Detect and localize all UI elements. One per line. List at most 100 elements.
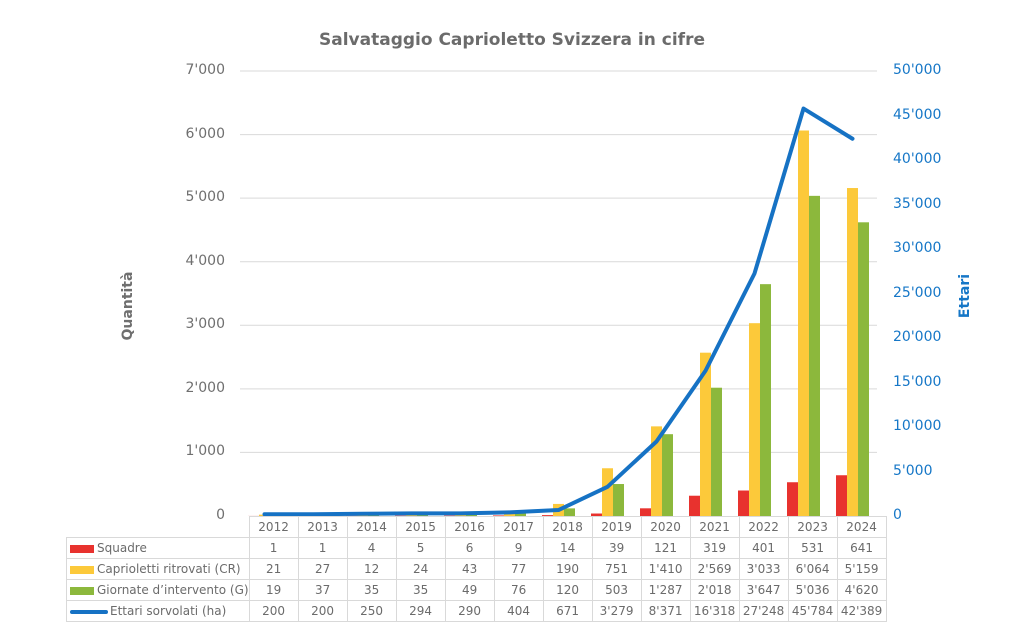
bar	[847, 188, 858, 516]
legend-swatch-icon	[70, 544, 94, 553]
bar	[640, 508, 651, 516]
category-label: 2012	[248, 516, 299, 538]
category-label: 2017	[493, 516, 544, 538]
table-cell: 19	[248, 579, 299, 601]
table-cell: 12	[346, 558, 397, 580]
right-tick-label: 20'000	[893, 329, 942, 345]
legend-label: Giornate d’intervento (G)	[97, 583, 249, 597]
table-cell: 16'318	[689, 600, 740, 622]
table-cell: 641	[836, 537, 887, 559]
bar	[749, 323, 760, 516]
table-cell: 250	[346, 600, 397, 622]
table-cell: 4'620	[836, 579, 887, 601]
table-cell: 39	[591, 537, 642, 559]
bar	[787, 482, 798, 516]
left-tick-label: 3'000	[185, 316, 225, 333]
legend-swatch-icon	[70, 586, 94, 595]
bar	[760, 284, 771, 516]
left-tick-label: 4'000	[185, 252, 225, 269]
left-tick-label: 6'000	[185, 125, 225, 142]
right-tick-label: 0	[893, 507, 902, 523]
category-label: 2019	[591, 516, 642, 538]
table-cell: 671	[542, 600, 593, 622]
table-cell: 121	[640, 537, 691, 559]
left-tick-label: 1'000	[185, 443, 225, 460]
table-cell: 6	[444, 537, 495, 559]
left-tick-label: 2'000	[185, 379, 225, 396]
category-label: 2021	[689, 516, 740, 538]
data-table: 2012 2013 2014 2015 2016 2017 2018 2019 2020 2021…	[66, 516, 887, 622]
table-cell: 42'389	[836, 600, 887, 622]
legend-swatch-icon	[70, 565, 94, 574]
table-cell: 290	[444, 600, 495, 622]
table-cell: 200	[248, 600, 299, 622]
table-cell: 27'248	[738, 600, 789, 622]
table-cell: 27	[297, 558, 348, 580]
table-cell: 14	[542, 537, 593, 559]
category-label: 2018	[542, 516, 593, 538]
bar	[809, 195, 820, 516]
table-cell: 3'033	[738, 558, 789, 580]
category-label: 2014	[346, 516, 397, 538]
bar	[700, 352, 711, 516]
bar	[836, 475, 847, 516]
table-row: Giornate d’intervento (G) 19 37 35 35 49 76 120…	[66, 579, 887, 601]
table-cell: 751	[591, 558, 642, 580]
table-cell: 21	[248, 558, 299, 580]
left-tick-label: 0	[216, 507, 225, 523]
table-cell: 2'569	[689, 558, 740, 580]
table-cell: 503	[591, 579, 642, 601]
table-cell: 120	[542, 579, 593, 601]
table-cell: 1'287	[640, 579, 691, 601]
right-tick-label: 35'000	[893, 195, 942, 212]
table-cell: 8'371	[640, 600, 691, 622]
category-label: 2016	[444, 516, 495, 538]
category-label: 2013	[297, 516, 348, 538]
right-tick-label: 50'000	[893, 62, 942, 78]
table-cell: 1	[248, 537, 299, 559]
bar	[858, 222, 869, 517]
table-cell: 43	[444, 558, 495, 580]
left-tick-label: 7'000	[185, 62, 225, 78]
bar	[493, 515, 504, 516]
legend-label: Squadre	[97, 541, 147, 555]
table-cell: 35	[346, 579, 397, 601]
table-cell: 319	[689, 537, 740, 559]
table-cell: 190	[542, 558, 593, 580]
table-cell: 45'784	[787, 600, 838, 622]
table-cell: 1'410	[640, 558, 691, 580]
table-cell: 531	[787, 537, 838, 559]
legend-swatch-icon	[70, 609, 108, 614]
table-cell: 5	[395, 537, 446, 559]
table-cell: 3'279	[591, 600, 642, 622]
right-tick-label: 15'000	[893, 373, 942, 390]
table-cell: 2'018	[689, 579, 740, 601]
category-label: 2024	[836, 516, 887, 538]
line-series	[262, 106, 855, 517]
bar	[564, 508, 575, 516]
bar	[651, 426, 662, 516]
table-cell: 3'647	[738, 579, 789, 601]
bar	[602, 468, 613, 516]
category-label: 2015	[395, 516, 446, 538]
table-cell: 76	[493, 579, 544, 601]
right-tick-label: 25'000	[893, 284, 942, 301]
table-cell: 49	[444, 579, 495, 601]
bar	[711, 387, 722, 516]
table-cell: 294	[395, 600, 446, 622]
bar	[738, 490, 749, 516]
bar	[662, 434, 673, 516]
table-cell: 24	[395, 558, 446, 580]
table-cell: 4	[346, 537, 397, 559]
table-cell: 77	[493, 558, 544, 580]
bar	[689, 495, 700, 516]
bar	[613, 484, 624, 516]
table-cell: 6'064	[787, 558, 838, 580]
left-tick-label: 5'000	[185, 189, 225, 206]
bar	[591, 513, 602, 516]
bar	[542, 515, 553, 516]
chart-title: Salvataggio Caprioletto Svizzera in cifr…	[319, 30, 705, 50]
table-cell: 404	[493, 600, 544, 622]
category-label: 2023	[787, 516, 838, 538]
